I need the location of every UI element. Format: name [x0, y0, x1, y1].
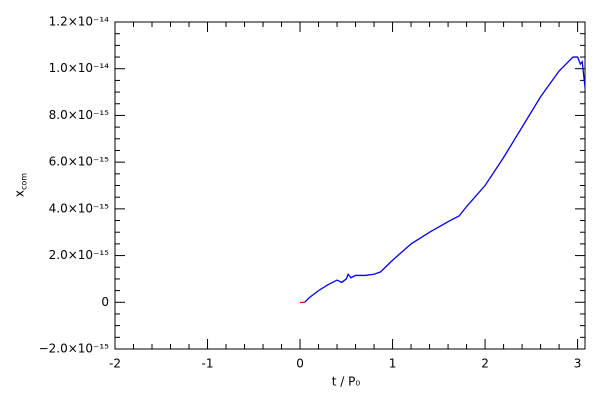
y-tick-label: 6.0×10⁻¹⁵: [49, 155, 110, 169]
y-tick-label: 2.0×10⁻¹⁵: [49, 248, 110, 262]
x-tick-label: 2: [481, 357, 489, 371]
y-tick-label: −2.0×10⁻¹⁵: [39, 342, 110, 356]
data-line: [304, 56, 586, 303]
y-tick-label: 1.0×10⁻¹⁴: [49, 61, 110, 75]
y-tick-label: 0: [101, 295, 109, 309]
x-axis-label: t / P₀: [332, 375, 361, 389]
y-axis-label: x com: [13, 173, 29, 197]
y-tick-label: 1.2×10⁻¹⁴: [49, 15, 110, 29]
plot-frame: [114, 21, 586, 350]
x-tick-label: 0: [296, 357, 304, 371]
x-tick-label: 1: [389, 357, 397, 371]
y-tick-label: 8.0×10⁻¹⁵: [49, 108, 110, 122]
x-tick-label: -2: [109, 357, 121, 371]
x-tick-label: -1: [202, 357, 214, 371]
y-axis-label-main: x: [13, 190, 27, 197]
y-tick-label: 4.0×10⁻¹⁵: [49, 201, 110, 215]
x-tick-label: 3: [574, 357, 582, 371]
y-axis-label-sub: com: [20, 173, 29, 190]
